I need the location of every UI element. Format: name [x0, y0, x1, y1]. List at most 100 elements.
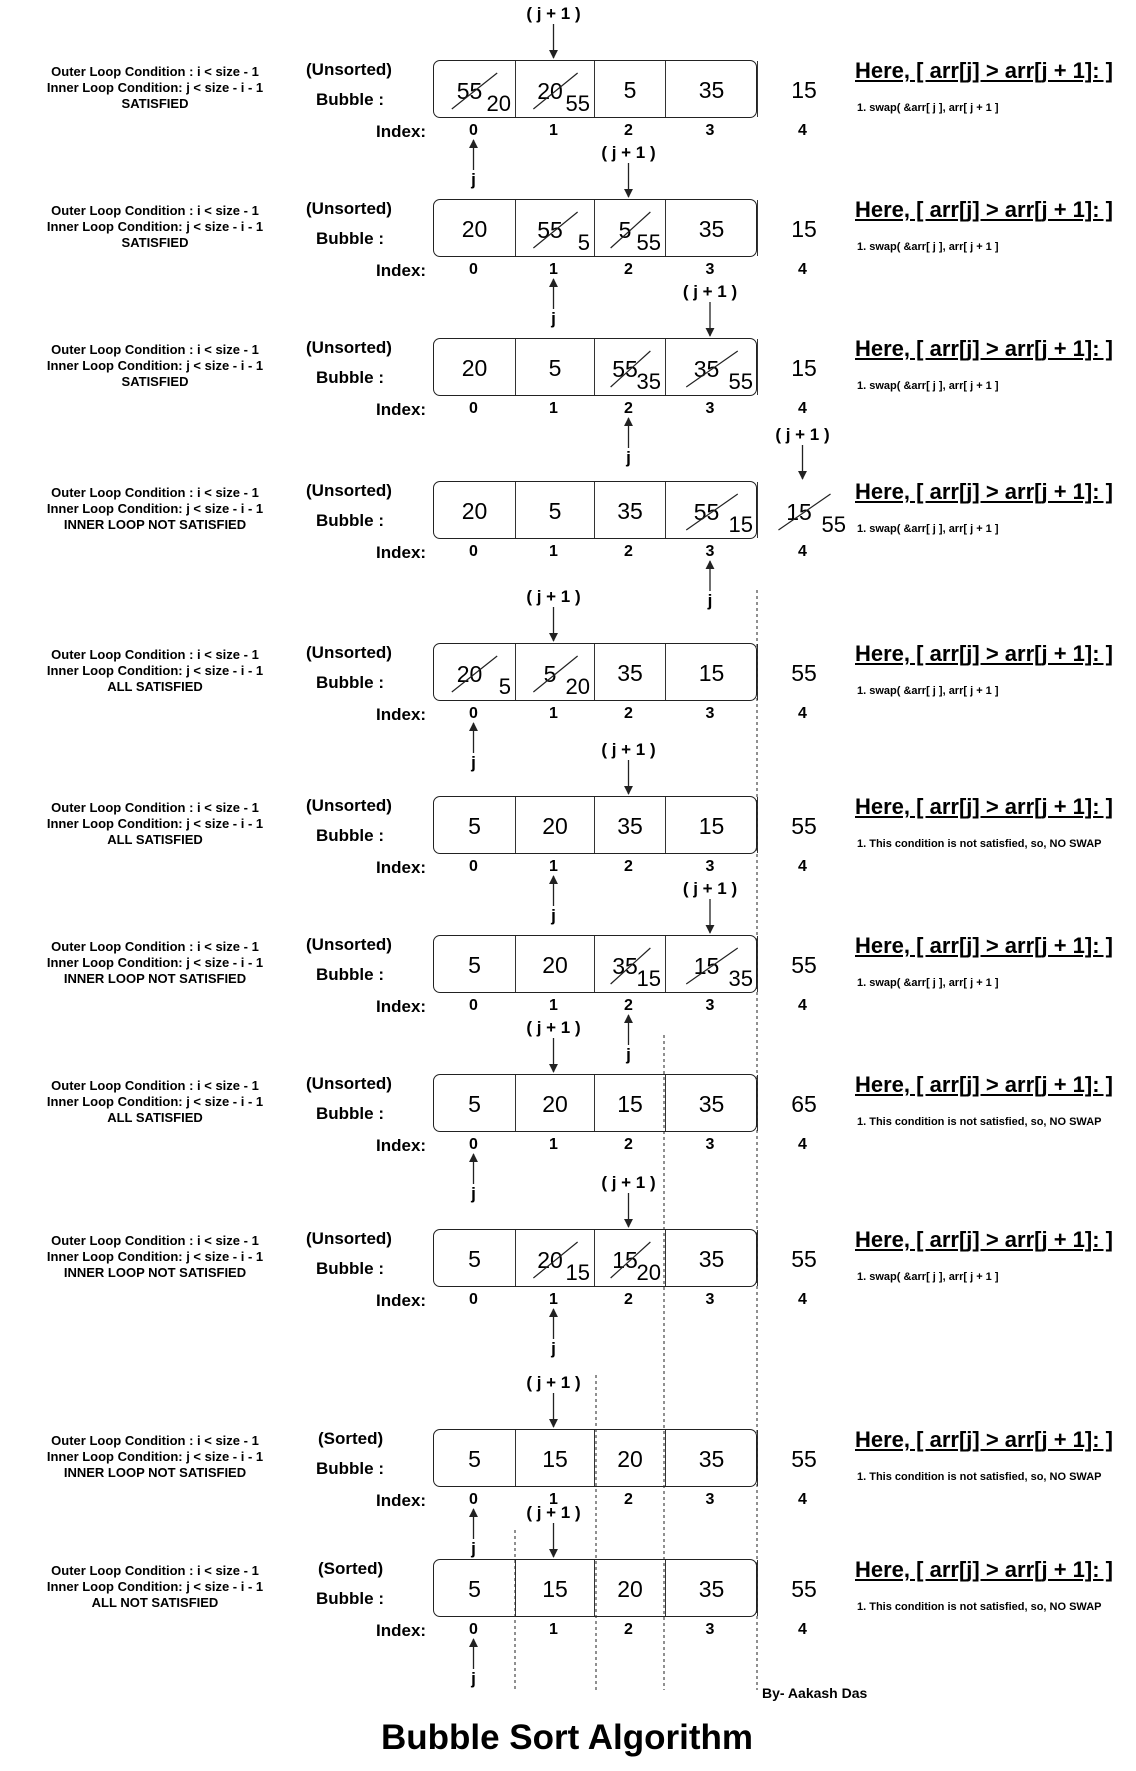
- old-value: 55: [456, 78, 483, 104]
- index-number: 1: [549, 122, 558, 139]
- bubble-label: Bubble :: [316, 229, 384, 248]
- index-number: 2: [624, 1291, 633, 1308]
- strikethrough-mark: [610, 947, 651, 985]
- index-label: Index:: [376, 858, 427, 877]
- array-cell: 35: [594, 797, 665, 853]
- index-label: Index:: [376, 1291, 427, 1310]
- old-value: 15: [612, 1247, 638, 1273]
- j-plus-1-pointer-label: ( j + 1 ): [601, 143, 656, 162]
- old-value: 20: [537, 78, 563, 104]
- j-plus-1-pointer-label: ( j + 1 ): [526, 1503, 581, 1522]
- sort-state-label: (Unsorted): [306, 338, 392, 357]
- array-cell: 55 15: [665, 482, 757, 538]
- sort-state-label: (Unsorted): [306, 1074, 392, 1093]
- cell-value: 55: [791, 1246, 817, 1272]
- j-pointer-label: j: [471, 170, 476, 189]
- cell-value: 20: [542, 952, 568, 978]
- condition-status: INNER LOOP NOT SATISFIED: [63, 1265, 247, 1280]
- index-number: 3: [705, 705, 715, 722]
- array-cell: 35 55: [665, 339, 757, 395]
- array-box: 5 20 15 35 65: [433, 1074, 817, 1132]
- cell-value: 15: [698, 813, 725, 839]
- condition-status: INNER LOOP NOT SATISFIED: [63, 517, 247, 532]
- j-plus-1-pointer-label: ( j + 1 ): [526, 1018, 581, 1037]
- old-value: 15: [693, 953, 720, 979]
- loop-condition-block: Outer Loop Condition : i < size - 1 Inner…: [30, 485, 280, 533]
- loop-condition-block: Outer Loop Condition : i < size - 1 Inner…: [30, 1078, 280, 1126]
- index-number: 4: [798, 858, 807, 875]
- index-number: 4: [798, 997, 807, 1014]
- old-value: 55: [693, 499, 720, 525]
- strikethrough-mark: [533, 211, 578, 249]
- bubble-label: Bubble :: [316, 826, 384, 845]
- array-cell: 5: [434, 1230, 515, 1286]
- sort-state-label: (Unsorted): [306, 60, 392, 79]
- index-label: Index:: [376, 122, 427, 141]
- bubble-label: Bubble :: [316, 1259, 384, 1278]
- j-pointer-label: j: [471, 1184, 476, 1203]
- strikethrough-mark: [610, 211, 651, 249]
- condition-status: INNER LOOP NOT SATISFIED: [63, 1465, 247, 1480]
- index-number: 4: [798, 261, 807, 278]
- array-cell: 35: [665, 1560, 757, 1616]
- index-label: Index:: [376, 543, 427, 562]
- cell-value: 15: [542, 1446, 568, 1472]
- strikethrough-mark: [685, 947, 739, 985]
- cell-value: 35: [698, 1246, 725, 1272]
- index-number: 3: [705, 997, 715, 1014]
- condition-status: SATISFIED: [121, 235, 189, 250]
- cell-value: 5: [548, 498, 562, 524]
- index-number: 3: [705, 1291, 715, 1308]
- j-pointer-label: j: [471, 753, 476, 772]
- cell-value: 35: [698, 77, 725, 103]
- array-cell: 20: [594, 1430, 665, 1486]
- index-number: 1: [549, 858, 558, 875]
- inner-loop-condition: Inner Loop Condition: j < size - i - 1: [46, 816, 264, 831]
- array-cell: 55 20: [434, 61, 515, 117]
- old-value: 20: [537, 1247, 563, 1273]
- array-cell: 15 20: [594, 1230, 665, 1286]
- j-plus-1-pointer-label: ( j + 1 ): [682, 282, 738, 301]
- array-cell: 5: [515, 339, 594, 395]
- swap-condition-heading: Here, [ arr[j] > arr[j + 1]: ]: [855, 1427, 1113, 1452]
- array-cell: 35: [665, 1230, 757, 1286]
- swap-condition-heading: Here, [ arr[j] > arr[j + 1]: ]: [855, 479, 1113, 504]
- swapped-value: 55: [565, 91, 590, 116]
- array-cell: 20: [594, 1560, 665, 1616]
- index-label: Index:: [376, 1491, 427, 1510]
- outer-loop-condition: Outer Loop Condition : i < size - 1: [51, 203, 259, 218]
- loop-condition-block: Outer Loop Condition : i < size - 1 Inner…: [30, 1433, 280, 1481]
- bubble-label: Bubble :: [316, 965, 384, 984]
- swapped-value: 5: [498, 674, 511, 699]
- array-cell: 5 20: [515, 644, 594, 700]
- loop-condition-block: Outer Loop Condition : i < size - 1 Inner…: [30, 1563, 280, 1611]
- swap-condition-heading: Here, [ arr[j] > arr[j + 1]: ]: [855, 641, 1113, 666]
- array-box: 20 5 35 55 15 15 55: [433, 481, 846, 539]
- index-number: 1: [549, 705, 558, 722]
- index-number: 2: [624, 1491, 633, 1508]
- loop-condition-block: Outer Loop Condition : i < size - 1 Inner…: [30, 342, 280, 390]
- outer-loop-condition: Outer Loop Condition : i < size - 1: [51, 1433, 259, 1448]
- strikethrough-mark: [533, 72, 578, 110]
- outer-loop-condition: Outer Loop Condition : i < size - 1: [51, 342, 259, 357]
- index-number: 4: [798, 705, 807, 722]
- swapped-value: 20: [486, 91, 511, 116]
- array-cell: 35: [665, 61, 757, 117]
- bubble-label: Bubble :: [316, 1589, 384, 1608]
- cell-value: 5: [623, 77, 637, 103]
- cell-value: 20: [542, 813, 568, 839]
- bubble-label: Bubble :: [316, 90, 384, 109]
- j-plus-1-pointer-label: ( j + 1 ): [682, 879, 738, 898]
- cell-value: 35: [698, 1091, 725, 1117]
- index-number: 3: [705, 1491, 715, 1508]
- swap-note: 1. swap( &arr[ j ], arr[ j + 1 ]: [857, 1271, 999, 1283]
- cell-value: 15: [791, 216, 817, 242]
- array-cell: 20 55: [515, 61, 594, 117]
- array-cell: 35: [665, 1430, 757, 1486]
- bubble-label: Bubble :: [316, 511, 384, 530]
- loop-condition-block: Outer Loop Condition : i < size - 1 Inner…: [30, 203, 280, 251]
- index-number: 2: [624, 997, 633, 1014]
- condition-status: INNER LOOP NOT SATISFIED: [63, 971, 247, 986]
